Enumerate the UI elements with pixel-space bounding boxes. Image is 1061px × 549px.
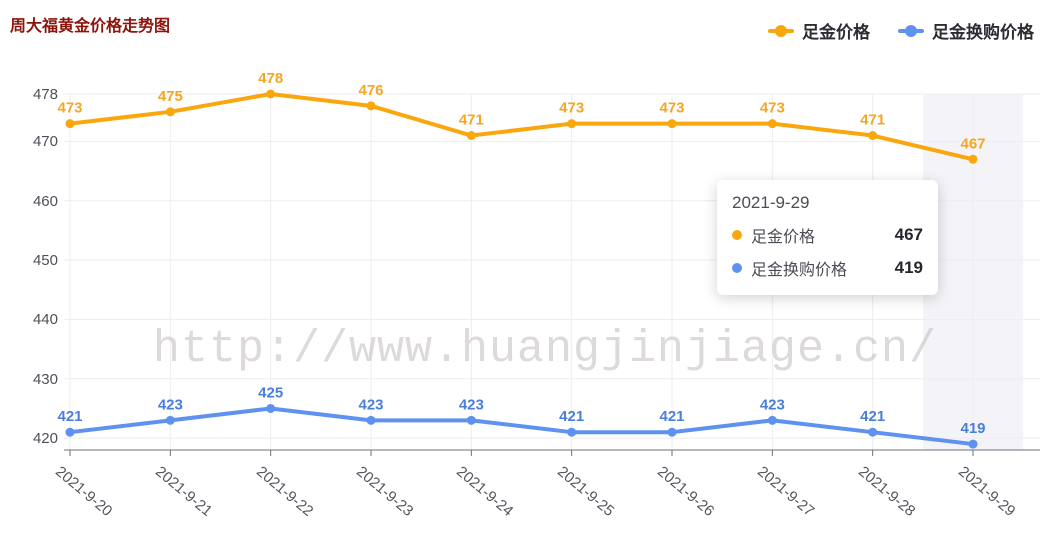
legend-label: 足金换购价格 — [932, 23, 1034, 42]
data-point[interactable] — [868, 131, 878, 141]
tooltip-series-name: 足金价格 — [751, 229, 816, 246]
data-label: 423 — [760, 396, 785, 413]
y-axis-label: 470 — [32, 133, 58, 151]
y-axis-label: 440 — [32, 311, 58, 329]
series-line — [68, 92, 975, 162]
legend: 足金价格 足金换购价格 — [768, 18, 1034, 43]
data-point[interactable] — [65, 119, 75, 129]
data-label: 473 — [57, 100, 82, 117]
tooltip-series-value: 419 — [894, 258, 923, 277]
data-label: 476 — [358, 82, 383, 99]
data-point[interactable] — [266, 403, 276, 413]
series-line — [68, 406, 975, 447]
data-label: 475 — [158, 88, 183, 105]
data-point[interactable] — [968, 439, 978, 449]
legend-item-exchange-price[interactable]: 足金换购价格 — [898, 18, 1034, 43]
y-axis-label: 450 — [32, 252, 58, 270]
tooltip: 2021-9-29 足金价格 467 足金换购价格 419 — [717, 180, 938, 295]
data-point[interactable] — [567, 119, 577, 129]
data-point[interactable] — [667, 119, 677, 129]
data-label: 471 — [459, 112, 484, 129]
data-label: 473 — [760, 100, 785, 117]
data-label: 423 — [358, 396, 383, 413]
data-point[interactable] — [968, 154, 978, 164]
legend-marker-exchange-icon — [898, 24, 924, 37]
y-axis-label: 430 — [32, 370, 58, 388]
data-point[interactable] — [466, 415, 476, 425]
legend-label: 足金价格 — [802, 23, 870, 42]
y-axis-label: 478 — [32, 86, 58, 103]
page-title: 周大福黄金价格走势图 — [10, 18, 171, 35]
data-point[interactable] — [366, 101, 376, 111]
tooltip-date: 2021-9-29 — [732, 193, 810, 212]
data-label: 423 — [459, 396, 484, 413]
data-point[interactable] — [767, 415, 777, 425]
data-point[interactable] — [868, 427, 878, 437]
data-label: 419 — [960, 420, 985, 437]
data-label: 421 — [860, 408, 885, 425]
data-label: 421 — [57, 408, 82, 425]
legend-marker-gold-icon — [768, 24, 794, 37]
data-label: 423 — [158, 396, 183, 413]
data-label: 467 — [960, 135, 985, 152]
exchange-price-dot-icon — [732, 263, 742, 273]
data-label: 473 — [659, 100, 684, 117]
data-point[interactable] — [266, 89, 276, 99]
data-point[interactable] — [165, 107, 175, 117]
data-point[interactable] — [65, 427, 75, 437]
data-label: 425 — [258, 384, 283, 401]
tooltip-series-name: 足金换购价格 — [751, 262, 848, 279]
data-point[interactable] — [767, 119, 777, 129]
data-point[interactable] — [667, 427, 677, 437]
tooltip-row: 足金换购价格 419 — [732, 256, 923, 280]
data-point[interactable] — [165, 415, 175, 425]
data-point[interactable] — [366, 415, 376, 425]
y-axis-label: 460 — [32, 192, 58, 210]
data-label: 473 — [559, 100, 584, 117]
data-point[interactable] — [567, 427, 577, 437]
data-label: 471 — [860, 112, 885, 129]
data-label: 421 — [559, 408, 584, 425]
tooltip-row: 足金价格 467 — [732, 223, 923, 247]
y-axis-label: 420 — [32, 430, 58, 448]
legend-item-gold-price[interactable]: 足金价格 — [768, 18, 870, 43]
data-label: 478 — [258, 70, 283, 87]
data-point[interactable] — [466, 131, 476, 141]
gold-price-dot-icon — [732, 230, 742, 240]
tooltip-series-value: 467 — [894, 225, 923, 244]
data-label: 421 — [659, 408, 684, 425]
